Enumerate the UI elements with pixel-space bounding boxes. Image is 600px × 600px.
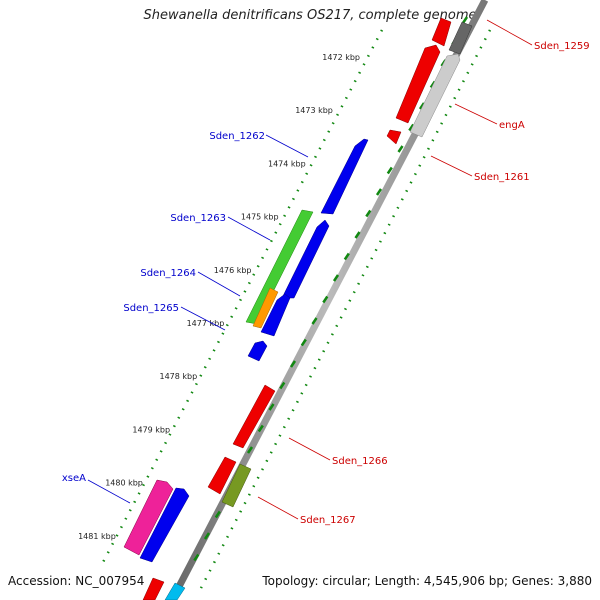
label-sden-1267: Sden_1267 xyxy=(300,515,356,526)
gene-orange-feature xyxy=(252,287,279,329)
tick-mark xyxy=(289,360,297,368)
tick-labels: 1472 kbp 1473 kbp 1474 kbp 1475 kbp 1476 kbp… xyxy=(78,53,360,541)
label-enga: engA xyxy=(499,120,525,131)
tick-mark xyxy=(322,295,329,304)
tick-mark xyxy=(193,553,200,562)
accession-text: Accession: NC_007954 xyxy=(8,574,145,588)
tick-label: 1475 kbp xyxy=(241,213,279,222)
topology-summary: Topology: circular; Length: 4,545,906 bp… xyxy=(262,574,592,588)
gene-sden-1267[interactable] xyxy=(221,463,252,508)
tick-mark xyxy=(375,188,383,196)
tick-mark xyxy=(418,102,426,110)
label-sden-1259: Sden_1259 xyxy=(534,41,590,52)
outer-dotted-track-right xyxy=(198,29,492,591)
leader-sden-1259 xyxy=(486,19,533,46)
gene-sden-1259[interactable] xyxy=(431,17,452,47)
tick-label: 1479 kbp xyxy=(132,425,170,434)
tick-mark xyxy=(311,317,318,325)
tick-mark xyxy=(332,274,340,282)
label-sden-1261: Sden_1261 xyxy=(474,172,530,183)
leader-sden-1263 xyxy=(227,216,271,241)
map-title: Shewanella denitrificans OS217, complete… xyxy=(143,8,477,23)
leader-enga xyxy=(454,103,498,125)
leader-sden-1262 xyxy=(265,134,309,158)
gene-sden-1262[interactable] xyxy=(320,138,369,215)
tick-label: 1473 kbp xyxy=(295,106,333,115)
tick-mark xyxy=(214,510,221,519)
label-sden-1263: Sden_1263 xyxy=(170,213,226,224)
leader-sden-1265 xyxy=(180,306,226,331)
gene-sden-1263[interactable] xyxy=(245,209,314,325)
label-sden-1266: Sden_1266 xyxy=(332,456,388,467)
label-sden-1265: Sden_1265 xyxy=(123,303,179,314)
leader-sden-1264 xyxy=(197,271,241,297)
tick-label: 1480 kbp xyxy=(105,479,143,488)
tick-label: 1478 kbp xyxy=(159,372,197,381)
tick-mark xyxy=(343,252,350,261)
tick-mark xyxy=(246,446,254,454)
gene-sden-1259-grey xyxy=(448,21,473,55)
label-sden-1264: Sden_1264 xyxy=(140,268,196,279)
leader-sden-1261 xyxy=(430,155,473,177)
label-xsea: xseA xyxy=(62,473,86,484)
gene-sden-1264[interactable] xyxy=(281,219,330,299)
gene-cyan-bottom xyxy=(164,582,186,600)
gene-small-forward xyxy=(247,340,268,362)
gene-xsea-partner xyxy=(139,487,190,563)
gene-red-bottom xyxy=(142,577,165,600)
tick-mark xyxy=(386,166,393,175)
tick-mark xyxy=(397,145,404,153)
tick-mark xyxy=(279,381,286,390)
tick-label: 1474 kbp xyxy=(268,159,306,168)
tick-mark xyxy=(408,123,415,132)
tick-mark xyxy=(354,231,361,239)
leader-sden-1266 xyxy=(288,437,331,461)
tick-label: 1472 kbp xyxy=(322,53,360,62)
label-sden-1262: Sden_1262 xyxy=(209,131,265,142)
gene-sden-1265[interactable] xyxy=(260,293,291,337)
leader-sden-1267 xyxy=(257,496,299,520)
gene-red-small xyxy=(207,456,237,495)
gene-enga[interactable] xyxy=(395,44,441,124)
tick-label: 1477 kbp xyxy=(187,319,225,328)
leader-xsea xyxy=(87,479,131,504)
gene-sden-1261[interactable] xyxy=(386,129,402,145)
gene-sden-1266[interactable] xyxy=(232,384,276,449)
tick-mark xyxy=(203,532,211,540)
gene-xsea[interactable] xyxy=(123,479,174,556)
tick-label: 1476 kbp xyxy=(214,266,252,275)
tick-label: 1481 kbp xyxy=(78,532,116,541)
tick-mark xyxy=(268,403,275,411)
tick-mark xyxy=(300,338,307,347)
tick-mark xyxy=(365,209,372,218)
gene-enga-grey xyxy=(409,53,461,138)
tick-mark xyxy=(257,424,264,433)
tick-mark xyxy=(461,16,469,24)
